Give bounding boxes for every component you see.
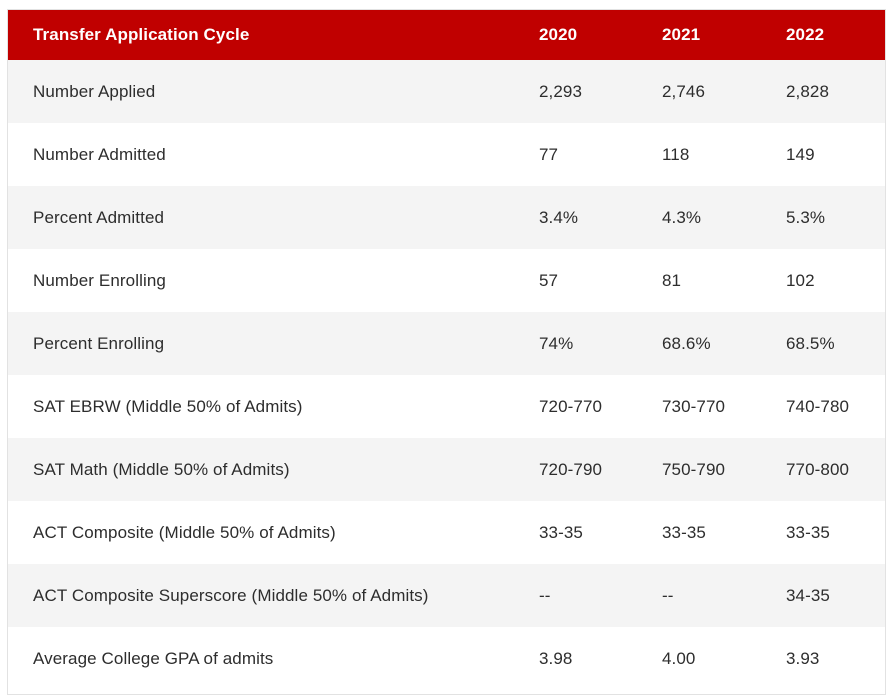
row-label: SAT Math (Middle 50% of Admits) bbox=[33, 459, 290, 479]
cell-2020: 74% bbox=[539, 333, 574, 353]
cell-2022: 68.5% bbox=[786, 333, 835, 353]
cell-2021: 730-770 bbox=[662, 396, 726, 416]
cell-2022: 149 bbox=[786, 144, 815, 164]
table-row: Percent Admitted 3.4% 4.3% 5.3% bbox=[8, 186, 885, 249]
header-year-2022: 2022 bbox=[786, 25, 825, 44]
cell-2020: 720-770 bbox=[539, 396, 603, 416]
cell-2020: -- bbox=[539, 585, 551, 605]
cell-2022: 34-35 bbox=[786, 585, 830, 605]
cell-2021: 118 bbox=[662, 144, 690, 164]
cell-2021: -- bbox=[662, 585, 674, 605]
cell-2020: 57 bbox=[539, 270, 559, 290]
cell-2020: 2,293 bbox=[539, 81, 583, 101]
row-label: Number Enrolling bbox=[33, 270, 166, 290]
cell-2022: 33-35 bbox=[786, 522, 830, 542]
table-row: Number Enrolling 57 81 102 bbox=[8, 249, 885, 312]
cell-2022: 102 bbox=[786, 270, 815, 290]
table-body: Number Applied 2,293 2,746 2,828 Number … bbox=[8, 60, 885, 690]
table-row: SAT EBRW (Middle 50% of Admits) 720-770 … bbox=[8, 375, 885, 438]
header-year-2020: 2020 bbox=[539, 25, 578, 44]
table-row: SAT Math (Middle 50% of Admits) 720-790 … bbox=[8, 438, 885, 501]
row-label: Number Admitted bbox=[33, 144, 166, 164]
cell-2021: 750-790 bbox=[662, 459, 726, 479]
transfer-admissions-table-container: Transfer Application Cycle 2020 2021 202… bbox=[7, 9, 886, 695]
cell-2020: 3.4% bbox=[539, 207, 579, 227]
table-header: Transfer Application Cycle 2020 2021 202… bbox=[8, 10, 885, 60]
row-label: Number Applied bbox=[33, 81, 156, 101]
row-label: ACT Composite Superscore (Middle 50% of … bbox=[33, 585, 429, 605]
row-label: Percent Admitted bbox=[33, 207, 165, 227]
row-label: Average College GPA of admits bbox=[33, 648, 274, 668]
table-row: ACT Composite (Middle 50% of Admits) 33-… bbox=[8, 501, 885, 564]
header-cycle: Transfer Application Cycle bbox=[33, 25, 250, 44]
table-row: ACT Composite Superscore (Middle 50% of … bbox=[8, 564, 885, 627]
cell-2021: 33-35 bbox=[662, 522, 706, 542]
cell-2020: 720-790 bbox=[539, 459, 603, 479]
cell-2021: 4.3% bbox=[662, 207, 702, 227]
cell-2022: 5.3% bbox=[786, 207, 826, 227]
table-row: Average College GPA of admits 3.98 4.00 … bbox=[8, 627, 885, 690]
cell-2020: 77 bbox=[539, 144, 559, 164]
row-label: SAT EBRW (Middle 50% of Admits) bbox=[33, 396, 303, 416]
cell-2021: 81 bbox=[662, 270, 682, 290]
header-year-2021: 2021 bbox=[662, 25, 701, 44]
cell-2022: 2,828 bbox=[786, 81, 830, 101]
cell-2022: 770-800 bbox=[786, 459, 850, 479]
header-row: Transfer Application Cycle 2020 2021 202… bbox=[8, 10, 885, 60]
cell-2020: 3.98 bbox=[539, 648, 573, 668]
cell-2020: 33-35 bbox=[539, 522, 583, 542]
cell-2021: 68.6% bbox=[662, 333, 711, 353]
cell-2021: 4.00 bbox=[662, 648, 696, 668]
table-row: Number Applied 2,293 2,746 2,828 bbox=[8, 60, 885, 123]
transfer-admissions-table: Transfer Application Cycle 2020 2021 202… bbox=[8, 10, 885, 690]
cell-2022: 740-780 bbox=[786, 396, 850, 416]
table-row: Number Admitted 77 118 149 bbox=[8, 123, 885, 186]
cell-2022: 3.93 bbox=[786, 648, 820, 668]
row-label: ACT Composite (Middle 50% of Admits) bbox=[33, 522, 336, 542]
row-label: Percent Enrolling bbox=[33, 333, 165, 353]
cell-2021: 2,746 bbox=[662, 81, 706, 101]
table-row: Percent Enrolling 74% 68.6% 68.5% bbox=[8, 312, 885, 375]
